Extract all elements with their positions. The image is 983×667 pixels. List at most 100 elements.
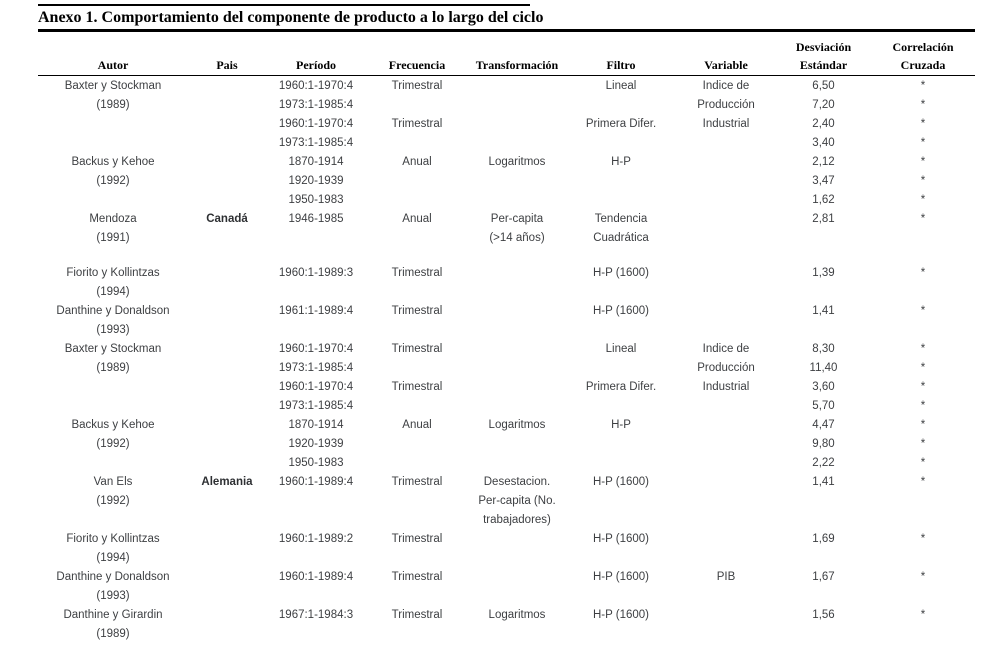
table-cell — [676, 263, 776, 282]
top-horizontal-rule — [38, 4, 530, 6]
table-cell: 1870-1914 — [288, 418, 344, 431]
table-cell: Logaritmos — [488, 418, 546, 431]
table-cell — [468, 320, 566, 339]
table-cell — [566, 171, 676, 190]
table-cell: 3,47 — [812, 174, 835, 187]
table-row: (1991) (>14 años) Cuadrática — [38, 228, 975, 247]
table-cell: * — [920, 361, 926, 374]
table-row: Van Els Alemania 1960:1-1989:4 Trimestral De… — [38, 472, 975, 491]
table-cell — [871, 228, 975, 247]
table-cell — [188, 358, 266, 377]
table-cell: * — [920, 418, 926, 431]
table-cell: 1973:1-1985:4 — [278, 136, 354, 149]
table-row: 1960:1-1970:4 Trimestral Primera Difer. Ind… — [38, 114, 975, 133]
table-cell: 6,50 — [812, 79, 835, 92]
table-cell — [676, 605, 776, 624]
table-cell: Danthine y Donaldson — [56, 304, 170, 317]
table-cell — [366, 548, 468, 567]
table-cell — [676, 491, 776, 510]
table-cell: (>14 años) — [489, 231, 545, 244]
table-cell — [468, 339, 566, 358]
table-cell: Trimestral — [391, 475, 443, 488]
table-cell — [188, 396, 266, 415]
table-cell — [366, 282, 468, 301]
table-cell — [776, 624, 871, 643]
column-header-autor: Autor — [38, 55, 188, 76]
column-header-correlacion-line1: Correlación — [892, 40, 954, 54]
table-cell — [468, 586, 566, 605]
table-row: 1973:1-1985:4 3,40 * — [38, 133, 975, 152]
table-cell: * — [920, 608, 926, 621]
table-cell: Indice de — [702, 342, 750, 355]
table-cell: 8,30 — [812, 342, 835, 355]
table-cell: * — [920, 304, 926, 317]
table-cell: (1993) — [96, 589, 130, 602]
table-row: (1993) — [38, 320, 975, 339]
table-cell — [38, 510, 188, 529]
table-cell — [188, 548, 266, 567]
table-cell: Backus y Kehoe — [71, 418, 155, 431]
table-cell — [566, 133, 676, 152]
table-cell: 4,47 — [812, 418, 835, 431]
table-cell — [188, 190, 266, 209]
table-cell: Logaritmos — [488, 155, 546, 168]
table-cell: 1973:1-1985:4 — [278, 98, 354, 111]
table-cell — [676, 171, 776, 190]
table-cell — [676, 453, 776, 472]
spacer-cell — [38, 247, 975, 263]
table-cell: (1994) — [96, 285, 130, 298]
header-spacer — [188, 37, 266, 55]
table-cell — [566, 586, 676, 605]
table-cell: 5,70 — [812, 399, 835, 412]
table-cell — [676, 209, 776, 228]
table-cell: Primera Difer. — [585, 117, 657, 130]
table-cell: 1,67 — [812, 570, 835, 583]
table-cell: Lineal — [605, 342, 637, 355]
table-cell — [468, 377, 566, 396]
table-cell — [776, 548, 871, 567]
table-cell: H-P (1600) — [592, 266, 650, 279]
header-spacer — [266, 37, 366, 55]
column-header-pais: Pais — [188, 55, 266, 76]
table-cell: (1989) — [96, 361, 130, 374]
column-header-estandar: Estándar — [776, 55, 871, 76]
table-row: (1992) 1920-1939 9,80 * — [38, 434, 975, 453]
table-cell — [566, 358, 676, 377]
table-cell: 1960:1-1989:3 — [278, 266, 354, 279]
header-spacer — [38, 37, 188, 55]
table-row: Baxter y Stockman 1960:1-1970:4 Trimestral… — [38, 339, 975, 358]
table-cell: 1973:1-1985:4 — [278, 399, 354, 412]
header-spacer — [676, 37, 776, 55]
table-cell: 1960:1-1970:4 — [278, 79, 354, 92]
table-cell: Mendoza — [89, 212, 137, 225]
table-cell: 7,20 — [812, 98, 835, 111]
table-cell: 1960:1-1970:4 — [278, 117, 354, 130]
title-underline-rule — [38, 29, 975, 32]
table-cell: H-P — [611, 418, 631, 431]
table-cell: Danthine y Girardin — [63, 608, 163, 621]
table-cell: 9,80 — [812, 437, 835, 450]
table-cell: Industrial — [702, 117, 750, 130]
table-cell: 3,60 — [812, 380, 835, 393]
table-cell — [366, 358, 468, 377]
table-cell — [871, 510, 975, 529]
table-cell — [566, 453, 676, 472]
table-cell — [366, 171, 468, 190]
table-cell: H-P (1600) — [592, 304, 650, 317]
table-cell — [566, 434, 676, 453]
table-cell — [266, 624, 366, 643]
table-row: 1950-1983 1,62 * — [38, 190, 975, 209]
table-cell — [468, 453, 566, 472]
table-cell — [676, 548, 776, 567]
table-cell: Indice de — [702, 79, 750, 92]
table-cell — [188, 282, 266, 301]
table-cell — [676, 510, 776, 529]
table-cell — [566, 396, 676, 415]
table-cell — [38, 396, 188, 415]
table-cell — [468, 133, 566, 152]
table-cell — [468, 624, 566, 643]
table-cell — [566, 510, 676, 529]
table-cell — [266, 548, 366, 567]
table-cell — [366, 624, 468, 643]
table-cell — [188, 567, 266, 586]
